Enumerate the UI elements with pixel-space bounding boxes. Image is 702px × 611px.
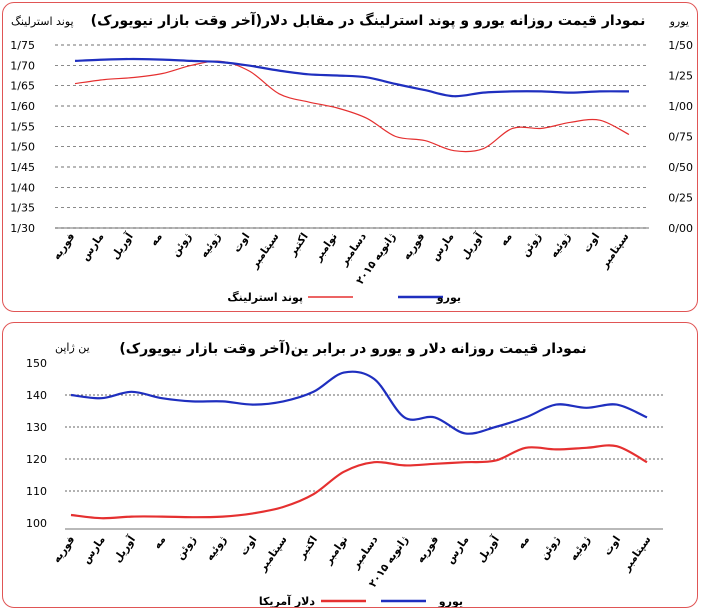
- chart2-month-label: ژوئن: [174, 534, 199, 562]
- euro-pound-chart-panel: نمودار قیمت روزانه یورو و پوند استرلینگ …: [2, 2, 698, 312]
- chart2-legend-dollar: دلار آمریکا: [259, 594, 315, 608]
- chart2-month-label: مه: [515, 534, 532, 551]
- chart2-month-label: مارس: [80, 534, 108, 566]
- chart2-month-label: دسامبر: [349, 533, 381, 571]
- chart1-left-tick: 1/35: [10, 202, 35, 215]
- chart2-month-label: ژوئیه: [567, 534, 592, 563]
- chart1-month-label: سپتامبر: [598, 231, 631, 272]
- chart2-month-label: اکتبر: [295, 534, 320, 562]
- chart2-legend-euro: یورو: [438, 595, 463, 608]
- chart1-left-tick: 1/55: [10, 120, 35, 133]
- chart1-legend-pound: پوند استرلینگ: [227, 290, 303, 304]
- chart1-month-label: اوت: [581, 231, 603, 255]
- chart2-left-tick: 140: [26, 389, 47, 402]
- chart2-month-label: سپتامبر: [256, 534, 289, 575]
- chart1-month-label: آوریل: [108, 230, 136, 262]
- chart1-left-tick: 1/70: [10, 59, 35, 72]
- chart1-month-label: دسامبر: [337, 230, 369, 268]
- chart2-left-tick: 110: [26, 485, 47, 498]
- chart1-right-tick: 1/25: [668, 70, 693, 83]
- chart1-right-tick: 0/00: [668, 222, 693, 235]
- chart1-month-label: نوامبر: [311, 231, 339, 265]
- chart2-month-label: آوریل: [111, 533, 139, 565]
- chart1-legend-euro: یورو: [436, 291, 461, 304]
- chart1-month-label: ژوئیه: [198, 231, 223, 260]
- chart2-month-label: ژوئیه: [204, 534, 229, 563]
- chart2-month-label: آوریل: [474, 533, 502, 565]
- chart1-month-label: اوت: [231, 231, 253, 255]
- chart2-month-label: فوریه: [414, 534, 441, 565]
- chart2-left-axis-label: ین ژاپن: [55, 341, 90, 354]
- chart1-month-label: اکتبر: [286, 231, 311, 259]
- chart2-series-1-line: [70, 370, 648, 435]
- chart2-month-label: نوامبر: [322, 534, 350, 568]
- chart2-left-tick: 100: [26, 517, 47, 530]
- chart1-month-label: ژوئیه: [548, 231, 573, 260]
- chart1-left-tick: 1/75: [10, 39, 35, 52]
- chart1-right-tick: 1/50: [668, 39, 693, 52]
- chart1-month-label: مه: [498, 231, 515, 248]
- chart1-right-tick: 1/00: [668, 100, 693, 113]
- chart2-left-tick: 120: [26, 453, 47, 466]
- chart1-series-1-line: [74, 57, 630, 98]
- chart1-series-0-line: [74, 60, 630, 153]
- chart1-left-tick: 1/40: [10, 181, 35, 194]
- chart2-month-label: فوریه: [51, 534, 78, 565]
- euro-pound-chart: نمودار قیمت روزانه یورو و پوند استرلینگ …: [10, 11, 693, 304]
- chart1-month-label: مه: [148, 231, 165, 248]
- chart1-month-label: آوریل: [458, 230, 486, 262]
- chart1-right-tick: 0/25: [668, 192, 693, 205]
- chart1-left-axis-label: پوند استرلینگ: [11, 15, 74, 28]
- chart2-month-label: اوت: [238, 534, 260, 558]
- chart1-left-tick: 1/30: [10, 222, 35, 235]
- chart2-title: نمودار قیمت روزانه دلار و یورو در برابر …: [119, 339, 586, 357]
- chart1-month-label: مارس: [79, 231, 107, 263]
- chart2-left-tick: 150: [26, 357, 47, 370]
- chart2-series-0-line: [70, 444, 648, 520]
- chart1-right-tick: 0/75: [668, 131, 693, 144]
- chart2-month-label: ژوئن: [538, 534, 563, 562]
- dollar-euro-yen-chart: نمودار قیمت روزانه دلار و یورو در برابر …: [26, 339, 663, 608]
- chart2-month-label: اوت: [601, 534, 623, 558]
- chart2-month-label: سپتامبر: [620, 534, 653, 575]
- chart1-month-label: سپتامبر: [248, 231, 281, 272]
- chart1-left-tick: 1/60: [10, 100, 35, 113]
- chart1-left-tick: 1/50: [10, 141, 35, 154]
- chart2-month-label: مه: [151, 534, 168, 551]
- chart1-title: نمودار قیمت روزانه یورو و پوند استرلینگ …: [91, 11, 646, 29]
- chart1-month-label: ژوئن: [519, 231, 544, 259]
- chart1-right-axis-label: یورو: [669, 15, 689, 28]
- chart1-left-tick: 1/65: [10, 80, 35, 93]
- chart2-left-tick: 130: [26, 421, 47, 434]
- chart1-right-tick: 0/50: [668, 161, 693, 174]
- chart1-month-label: مارس: [429, 231, 457, 263]
- chart2-month-label: مارس: [444, 534, 472, 566]
- chart1-left-tick: 1/45: [10, 161, 35, 174]
- chart1-month-label: فوریه: [400, 231, 427, 262]
- dollar-euro-yen-chart-panel: نمودار قیمت روزانه دلار و یورو در برابر …: [2, 322, 698, 608]
- chart1-month-label: ژوئن: [169, 231, 194, 259]
- chart1-month-label: فوریه: [51, 231, 78, 262]
